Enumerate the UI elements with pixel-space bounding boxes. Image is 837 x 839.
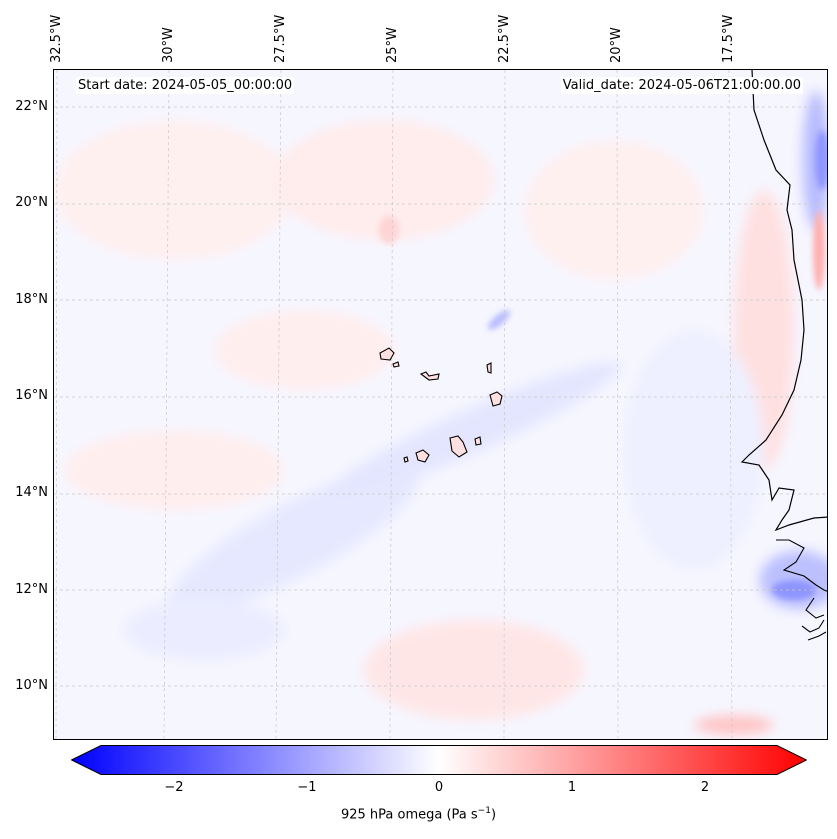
lon-label-20w: 20°W [609,27,624,63]
lon-label-27-5w: 27.5°W [273,14,288,63]
island-sal [486,362,492,374]
lat-label-14n: 14°N [15,485,48,500]
island-boa-vista [489,391,503,407]
lat-label-12n: 12°N [15,582,48,597]
island-brava [403,456,409,463]
colorbar-body [71,745,807,775]
graticule [54,70,827,739]
lon-label-22-5w: 22.5°W [497,14,512,63]
island-santo-antao [379,347,395,361]
colorbar-tick-1: 1 [567,780,577,795]
lon-label-25w: 25°W [385,27,400,63]
island-sao-vicente [392,361,400,368]
island-sao-nicolau [419,371,440,381]
cape-verde-islands [379,347,503,463]
colorbar-tick-neg1: −1 [297,780,317,795]
lat-label-20n: 20°N [15,195,48,210]
lat-label-18n: 18°N [15,292,48,307]
colorbar-tick-neg2: −2 [164,780,184,795]
colorbar-label-suffix: ) [490,807,497,823]
lat-label-22n: 22°N [15,99,48,114]
omega-field-map [54,70,827,739]
omega-contours-detail [379,130,827,600]
lon-label-32-5w: 32.5°W [49,14,64,63]
map-panel [53,69,828,740]
colorbar-label-prefix: 925 hPa omega (Pa s [340,807,478,823]
lat-label-16n: 16°N [15,388,48,403]
island-fogo [415,449,430,463]
colorbar-tick-0: 0 [434,780,444,795]
colorbar-label-exponent: −1 [477,806,491,816]
valid-date-label: Valid_date: 2024-05-06T21:00:00.00 [560,77,803,94]
lat-label-10n: 10°N [15,678,48,693]
colorbar-label: 925 hPa omega (Pa s−1) [0,806,837,822]
island-santiago [449,435,468,458]
omega-contours [54,70,827,739]
colorbar [71,745,807,775]
gambia-guinea-coast [776,539,827,641]
island-maio [474,436,482,446]
colorbar-tick-2: 2 [700,780,710,795]
west-africa-coastline [740,70,827,532]
start-date-label: Start date: 2024-05-05_00:00:00 [76,77,295,94]
lon-label-30w: 30°W [161,27,176,63]
lon-label-17-5w: 17.5°W [721,14,736,63]
